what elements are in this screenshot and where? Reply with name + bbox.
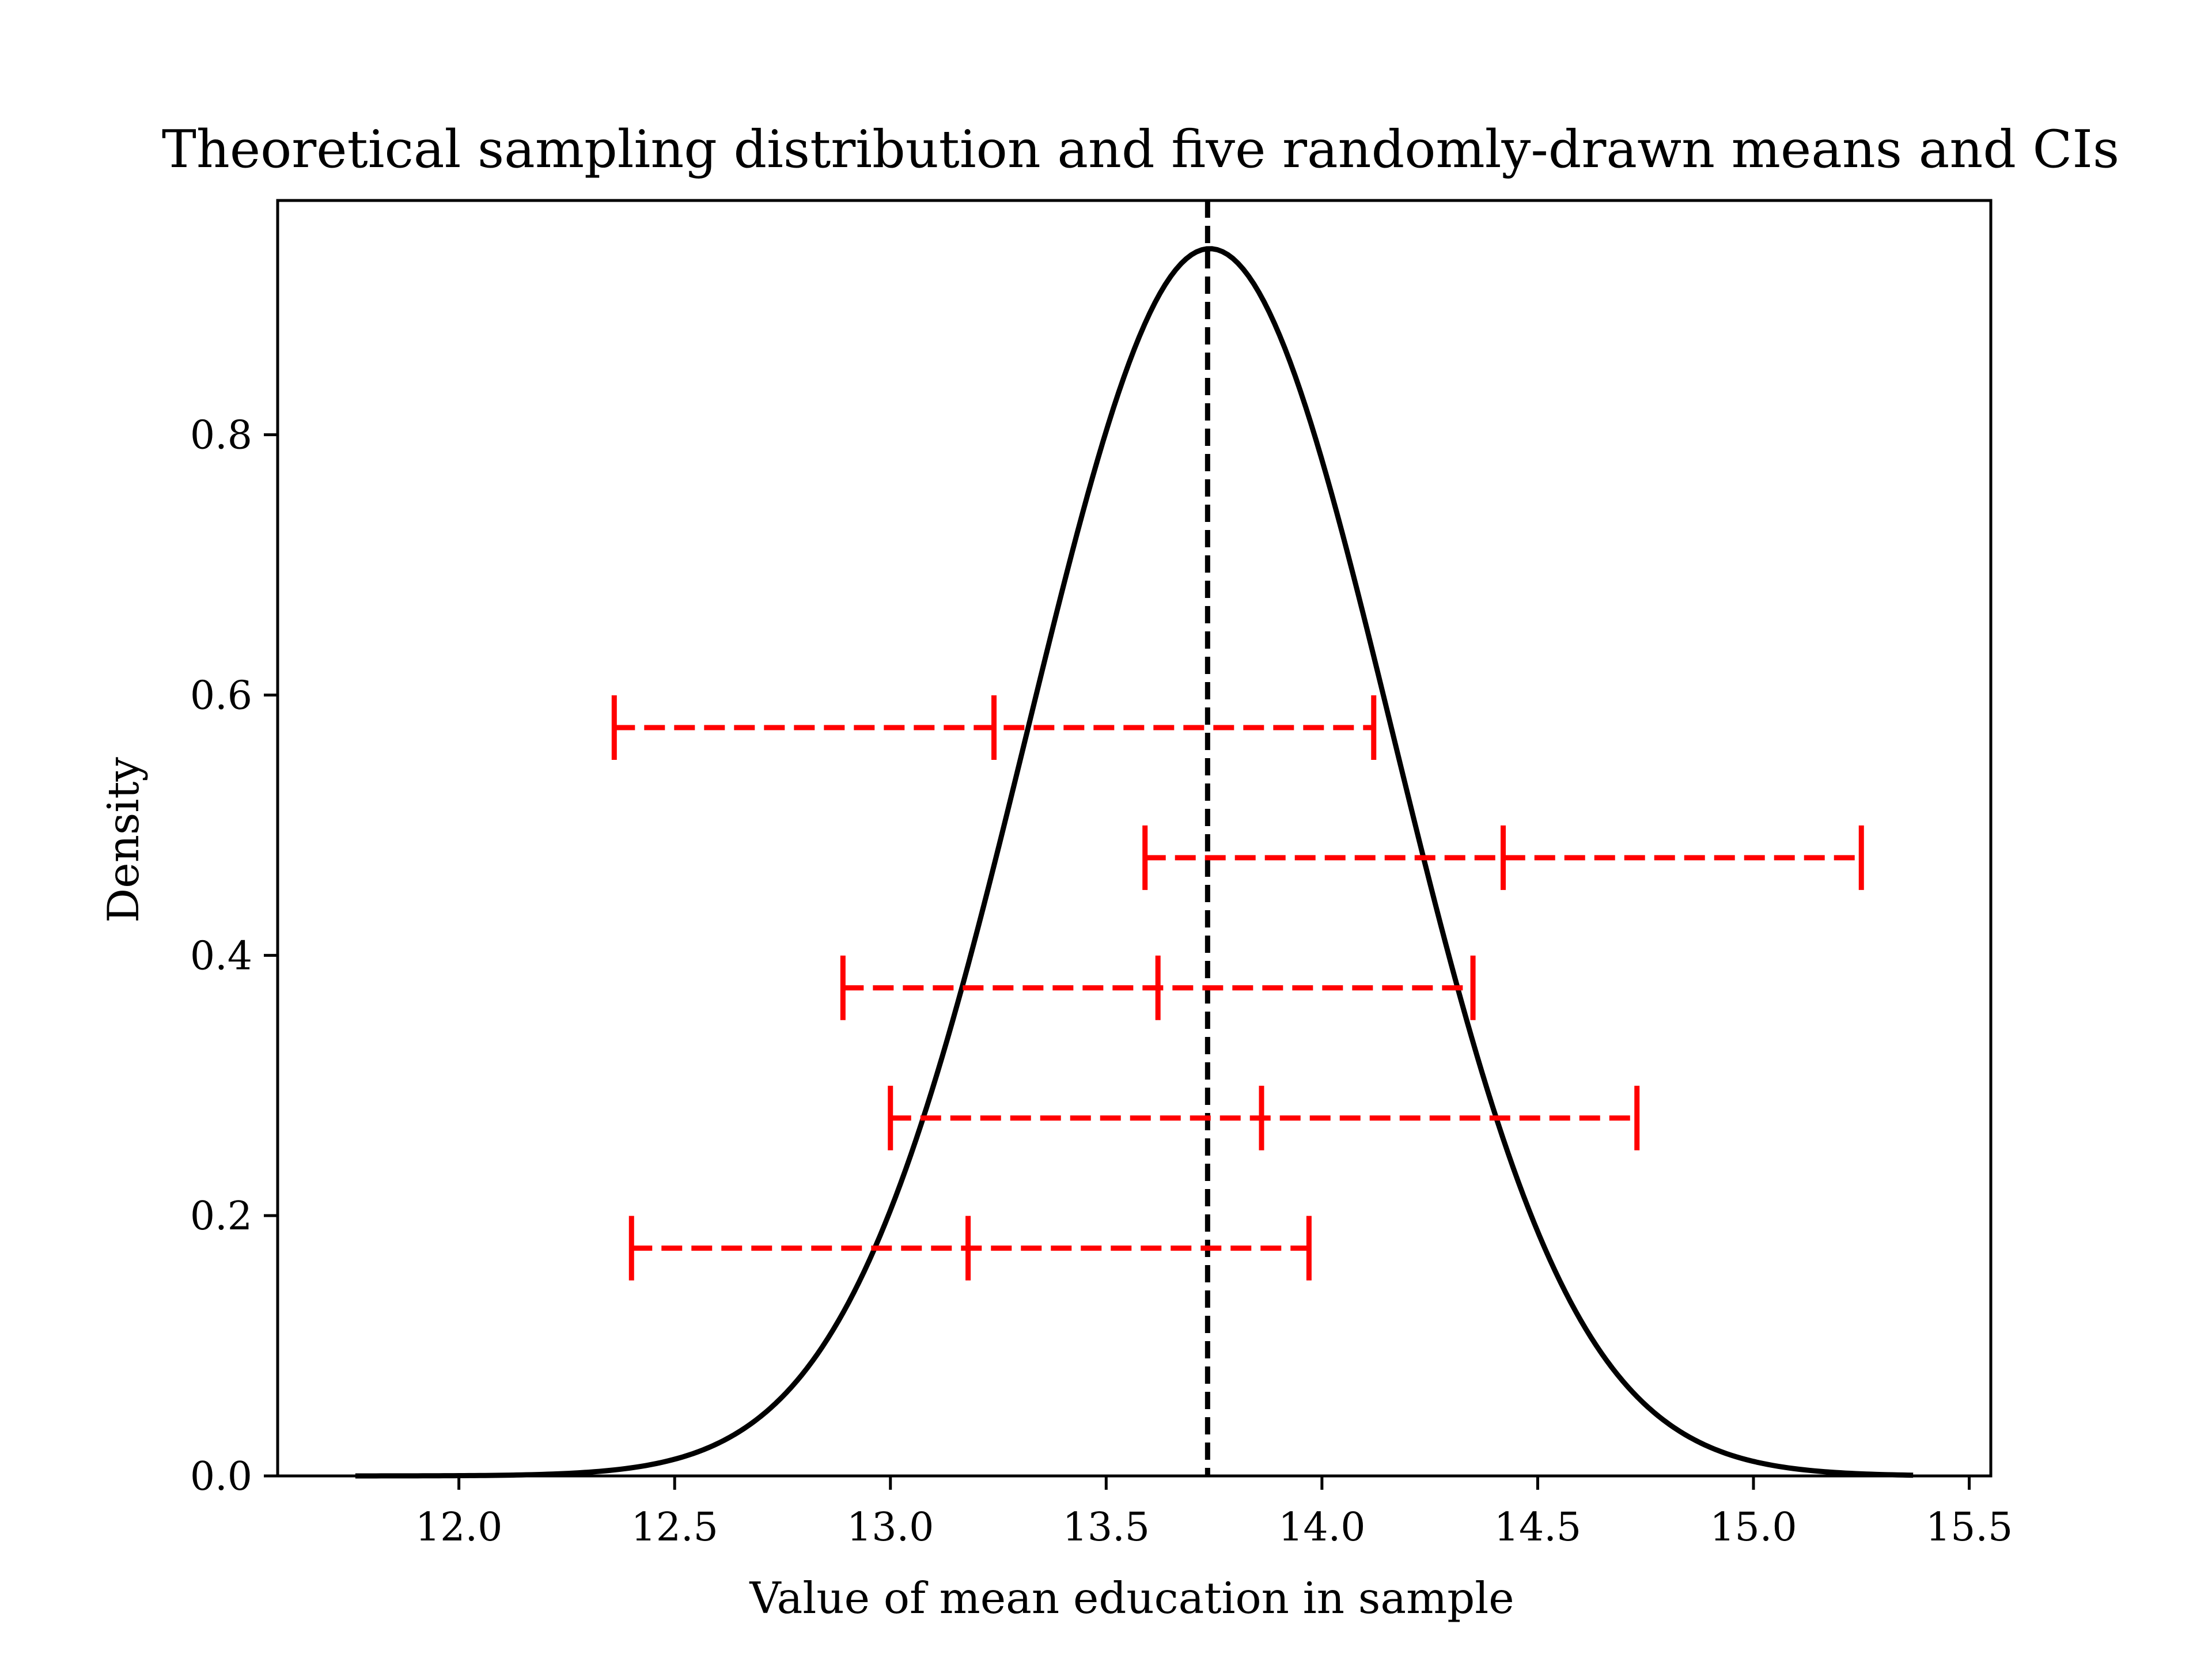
x-tick-label: 12.5: [631, 1505, 718, 1550]
x-tick-label: 12.0: [415, 1505, 502, 1550]
confidence-interval-1: [611, 695, 1377, 760]
x-tick-label: 15.0: [1710, 1505, 1797, 1550]
x-tick-label: 13.0: [847, 1505, 934, 1550]
axes: 12.0 12.5 13.0 13.5 14.0 14.5 15.0 15.5 0.0 0.2 0.…: [190, 199, 2013, 1550]
confidence-interval-5: [628, 1216, 1312, 1281]
density-curve: [355, 246, 1914, 1479]
confidence-interval-2: [1142, 825, 1864, 890]
y-tick-label: 0.2: [190, 1194, 252, 1239]
y-tick-label: 0.4: [190, 933, 252, 979]
x-tick-label: 15.5: [1926, 1505, 2013, 1550]
confidence-intervals: [611, 695, 1864, 1281]
y-tick-label: 0.6: [190, 673, 252, 718]
chart-title: Theoretical sampling distribution and fi…: [162, 119, 2119, 180]
y-tick-label: 0.8: [190, 413, 252, 459]
x-tick-label: 14.5: [1494, 1505, 1581, 1550]
x-axis-label: Value of mean education in sample: [749, 1573, 1514, 1623]
x-tick-label: 14.0: [1278, 1505, 1365, 1550]
plot-area: [355, 200, 1914, 1479]
confidence-interval-3: [840, 955, 1476, 1020]
x-tick-label: 13.5: [1063, 1505, 1150, 1550]
y-tick-label: 0.0: [190, 1454, 252, 1500]
y-axis-label: Density: [98, 756, 149, 922]
plot-frame: [276, 199, 1993, 1478]
confidence-interval-4: [888, 1085, 1640, 1150]
